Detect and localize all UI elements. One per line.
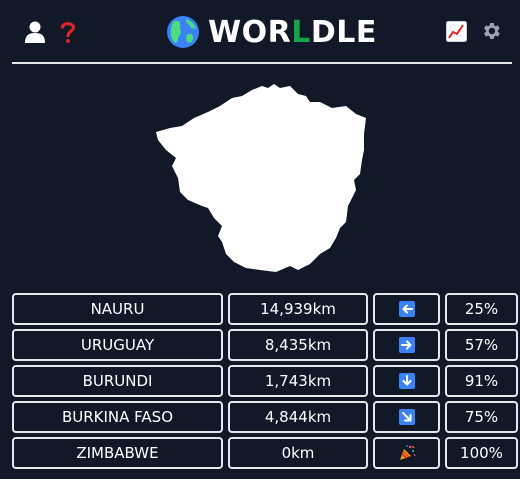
direction-cell bbox=[373, 365, 440, 397]
down-right-arrow-icon bbox=[398, 409, 415, 425]
distance-cell: 0km bbox=[228, 437, 368, 469]
title-text: WORLDLE bbox=[208, 15, 377, 50]
left-arrow-icon bbox=[398, 301, 415, 317]
distance-cell: 14,939km bbox=[228, 293, 368, 325]
right-arrow-icon bbox=[398, 337, 415, 353]
country-name-cell: URUGUAY bbox=[12, 329, 223, 361]
title-highlight-letter: L bbox=[291, 14, 311, 50]
help-icon[interactable] bbox=[60, 20, 76, 44]
distance-cell: 1,743km bbox=[228, 365, 368, 397]
proximity-cell: 100% bbox=[445, 437, 518, 469]
title-prefix: WOR bbox=[208, 14, 292, 50]
stats-chart-icon[interactable] bbox=[446, 21, 467, 42]
country-name-cell: BURUNDI bbox=[12, 365, 223, 397]
country-silhouette bbox=[150, 78, 372, 276]
proximity-cell: 75% bbox=[445, 401, 518, 433]
proximity-cell: 91% bbox=[445, 365, 518, 397]
header-bar: WORLDLE bbox=[12, 0, 512, 64]
direction-cell bbox=[373, 437, 440, 469]
guess-row-4: BURKINA FASO 4,844km 75% bbox=[12, 401, 518, 433]
user-icon[interactable] bbox=[24, 20, 46, 44]
direction-cell bbox=[373, 293, 440, 325]
direction-cell bbox=[373, 401, 440, 433]
down-arrow-icon bbox=[398, 373, 415, 389]
game-title: WORLDLE bbox=[166, 12, 377, 52]
country-name-cell: NAURU bbox=[12, 293, 223, 325]
title-suffix: DLE bbox=[310, 14, 377, 50]
globe-icon bbox=[167, 16, 199, 48]
proximity-cell: 57% bbox=[445, 329, 518, 361]
guess-row-1: NAURU 14,939km 25% bbox=[12, 293, 518, 325]
distance-cell: 8,435km bbox=[228, 329, 368, 361]
zimbabwe-silhouette bbox=[156, 84, 366, 272]
country-name-cell: BURKINA FASO bbox=[12, 401, 223, 433]
guess-row-3: BURUNDI 1,743km 91% bbox=[12, 365, 518, 397]
guess-row-5: ZIMBABWE 0km 100% bbox=[12, 437, 518, 469]
direction-cell bbox=[373, 329, 440, 361]
settings-gear-icon[interactable] bbox=[480, 20, 502, 42]
distance-cell: 4,844km bbox=[228, 401, 368, 433]
proximity-cell: 25% bbox=[445, 293, 518, 325]
party-popper-icon bbox=[399, 445, 416, 460]
country-name-cell: ZIMBABWE bbox=[12, 437, 223, 469]
guess-row-2: URUGUAY 8,435km 57% bbox=[12, 329, 518, 361]
